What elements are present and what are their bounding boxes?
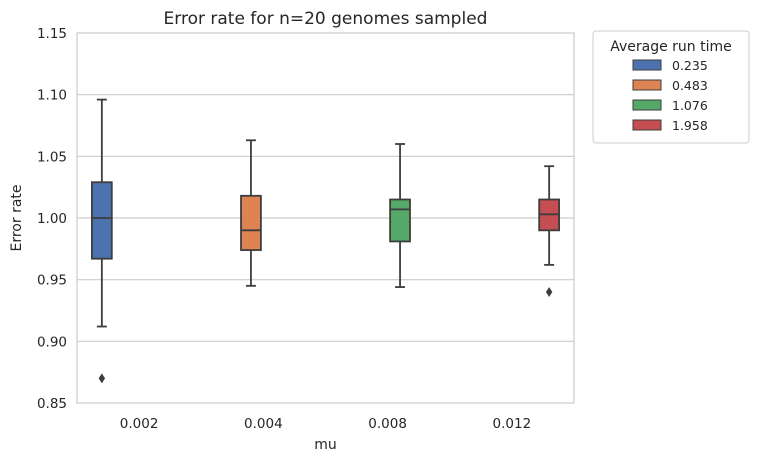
- y-axis-label: Error rate: [9, 184, 25, 251]
- legend-item: 0.235: [632, 58, 708, 73]
- legend-item: 1.076: [632, 98, 708, 113]
- legend-label: 0.235: [672, 58, 708, 73]
- y-tick-label: 1.15: [37, 26, 67, 42]
- y-tick-label: 1.05: [37, 149, 67, 165]
- legend-label: 1.076: [672, 98, 708, 113]
- outlier-point: [545, 287, 553, 297]
- y-tick-label: 0.85: [37, 396, 67, 412]
- box-body: [240, 194, 262, 251]
- box-1.958: [538, 165, 560, 297]
- outlier-point: [98, 373, 106, 384]
- y-tick-label: 1.10: [37, 88, 67, 104]
- legend-swatch: [632, 99, 662, 111]
- y-tick-label: 0.90: [37, 334, 67, 350]
- y-tick-label: 1.00: [37, 211, 67, 227]
- y-tick-label: 0.95: [37, 273, 67, 289]
- box-body: [389, 198, 411, 243]
- legend-swatch: [632, 59, 662, 71]
- plot-frame: [76, 32, 575, 404]
- legend-item: 0.483: [632, 78, 708, 93]
- box-0.483: [240, 139, 262, 287]
- x-tick-label: 0.002: [120, 416, 159, 432]
- x-tick-label: 0.004: [244, 416, 283, 432]
- legend-item: 1.958: [632, 118, 708, 133]
- box-layer: [91, 98, 560, 384]
- box-body: [91, 181, 113, 260]
- legend-swatch: [632, 79, 662, 91]
- x-tick-label: 0.012: [493, 416, 532, 432]
- box-0.235: [91, 98, 113, 384]
- x-tick-labels: 0.002 0.004 0.008 0.012: [120, 416, 531, 432]
- box-1.076: [389, 143, 411, 288]
- legend-title: Average run time: [610, 39, 732, 55]
- legend-label: 0.483: [672, 78, 708, 93]
- x-axis-label: mu: [314, 437, 337, 453]
- chart-title: Error rate for n=20 genomes sampled: [164, 9, 488, 29]
- y-tick-labels: 0.85 0.90 0.95 1.00 1.05 1.10 1.15: [37, 26, 67, 412]
- legend-frame: [592, 30, 750, 144]
- legend-swatch: [632, 119, 662, 131]
- legend-items: 0.235 0.483 1.076 1.958: [632, 58, 708, 133]
- legend: Average run time 0.235 0.483 1.076 1.958: [592, 30, 750, 144]
- x-tick-label: 0.008: [368, 416, 407, 432]
- grid-layer: [77, 94, 574, 342]
- legend-label: 1.958: [672, 118, 708, 133]
